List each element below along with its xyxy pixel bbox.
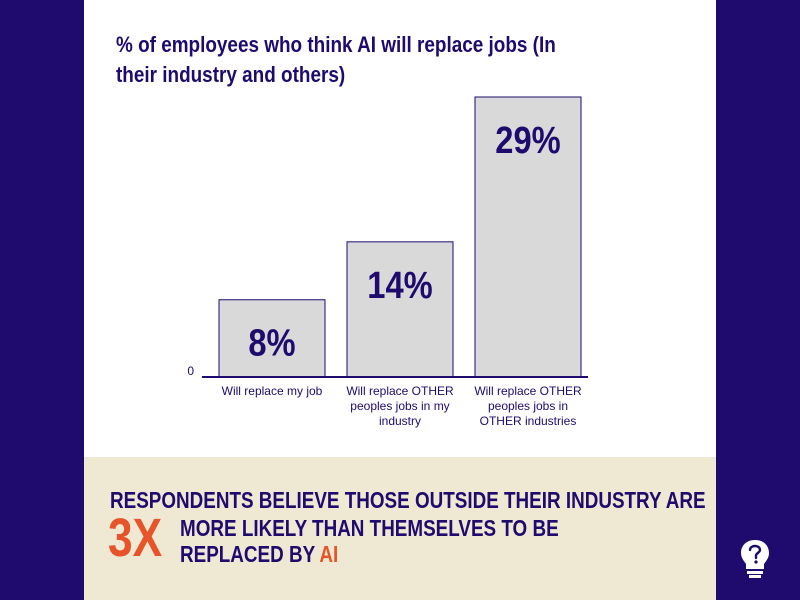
lightbulb-head-icon: [741, 540, 769, 578]
category-label-1-line-1: Will replace my job: [222, 384, 323, 398]
summary-banner: RESPONDENTS BELIEVE THOSE OUTSIDE THEIR …: [84, 457, 716, 600]
category-label-2-line-1: Will replace OTHER: [346, 384, 454, 398]
category-label-3-line-2: peoples jobs in: [488, 399, 568, 413]
multiplier-text: 3X: [108, 508, 163, 568]
summary-line-2: MORE LIKELY THAN THEMSELVES TO BE: [180, 515, 559, 541]
bar-3: [474, 96, 582, 378]
data-label-1: 8%: [248, 321, 295, 364]
y-tick-label: 0: [187, 364, 194, 378]
chart-title: % of employees who think AI will replace…: [116, 32, 556, 87]
category-label-3-line-3: OTHER industries: [480, 414, 577, 428]
summary-headline: RESPONDENTS BELIEVE THOSE OUTSIDE THEIR …: [110, 487, 706, 513]
category-label-3-line-1: Will replace OTHER: [474, 384, 582, 398]
bar-chart: 8% Will replace my job 14% Will replace OTH…: [187, 96, 588, 428]
summary-line-3: REPLACED BY: [180, 541, 320, 567]
summary-accent: AI: [319, 541, 339, 567]
category-label-2-line-2: peoples jobs in my: [350, 399, 449, 413]
bar-2: [346, 241, 454, 378]
chart-card: % of employees who think AI will replace…: [84, 0, 716, 600]
data-label-3: 29%: [495, 119, 560, 162]
category-label-2-line-3: industry: [379, 414, 421, 428]
data-label-2: 14%: [367, 264, 432, 307]
summary-text: MORE LIKELY THAN THEMSELVES TO BE REPLAC…: [180, 515, 606, 567]
